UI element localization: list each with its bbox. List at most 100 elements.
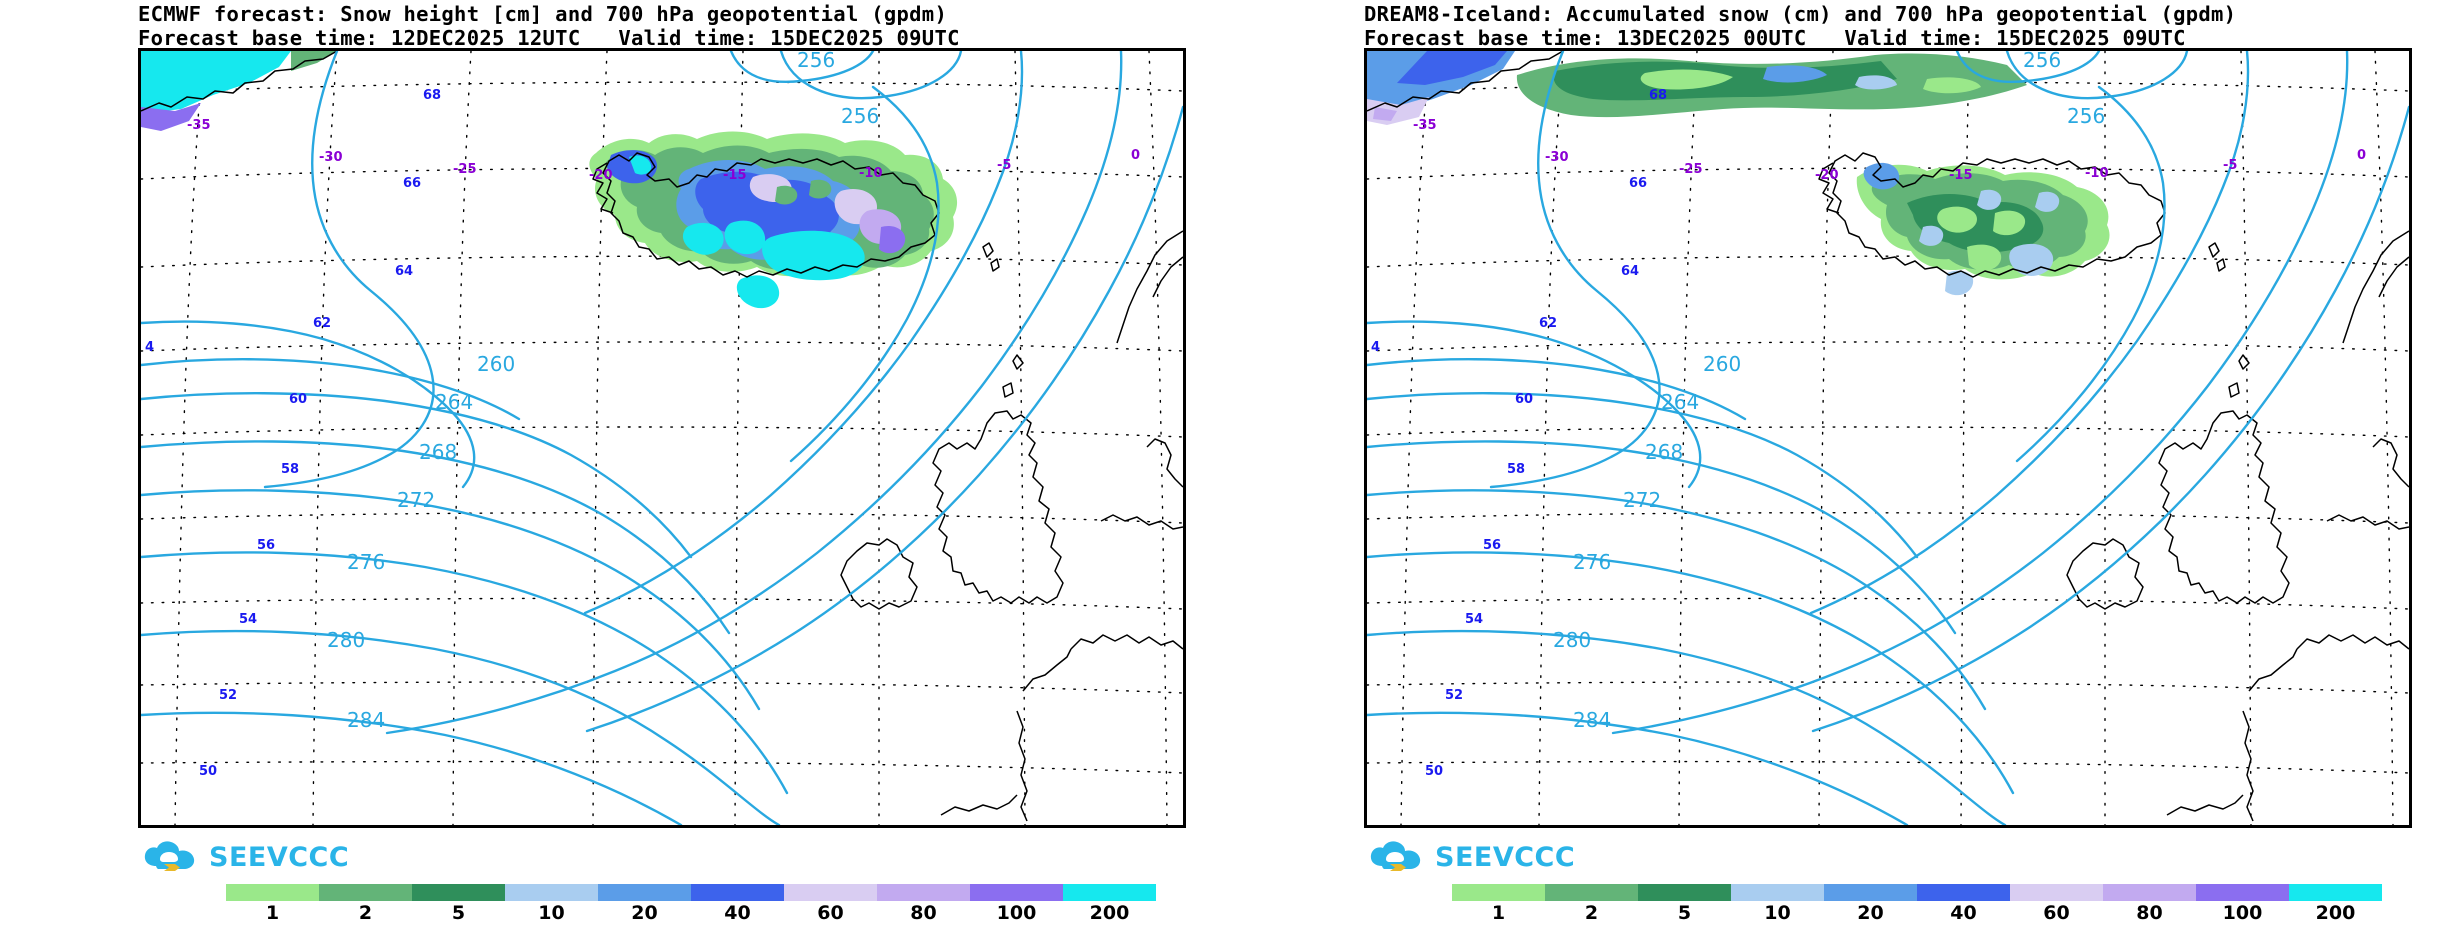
snow-shading-iceland-dream8: [1856, 162, 2110, 296]
colorbar-tick: 60: [2043, 902, 2070, 924]
lon-label-m15: -15: [723, 168, 747, 183]
colorbar-tick: 1: [265, 902, 280, 924]
lat-label-edge: 4: [1371, 340, 1380, 355]
snow-shading-greenland-dream8: [1367, 51, 2027, 125]
geo-label-256b: 256: [841, 104, 879, 128]
colorbar-tick: 5: [451, 902, 466, 924]
colorbar-swatch: [505, 884, 598, 901]
panel-ecmwf-subtitle: Forecast base time: 12DEC2025 12UTC Vali…: [138, 26, 960, 50]
colorbar-swatch: [2196, 884, 2289, 901]
colorbar-tick: 80: [2136, 902, 2163, 924]
panel-ecmwf-title: ECMWF forecast: Snow height [cm] and 700…: [138, 2, 948, 26]
colorbar-strip-right: [1452, 884, 2382, 901]
colorbar-tick: 200: [1089, 902, 1130, 924]
lon-label-m5: -5: [997, 158, 1011, 173]
lon-label-m15: -15: [1949, 168, 1973, 183]
lon-label-m25: -25: [453, 162, 477, 177]
lat-label-52: 52: [219, 688, 237, 703]
map-ecmwf-canvas: -35 -30 -25 -20 -15 -10 -5 0 5 68 66 64 …: [141, 51, 1183, 825]
panel-ecmwf: ECMWF forecast: Snow height [cm] and 700…: [138, 2, 1186, 924]
lon-label-m30: -30: [319, 150, 343, 165]
lat-label-58: 58: [281, 462, 299, 477]
seevccc-logo-text: SEEVCCC: [1435, 841, 1576, 873]
geo-label-256a: 256: [2023, 51, 2061, 72]
colorbar-swatch: [2289, 884, 2382, 901]
geo-label-280: 280: [327, 628, 365, 652]
colorbar-swatch: [1063, 884, 1156, 901]
lat-label-58: 58: [1507, 462, 1525, 477]
lat-label-66: 66: [1629, 176, 1647, 191]
colorbar-tick: 10: [538, 902, 565, 924]
geo-label-276: 276: [1573, 550, 1611, 574]
lat-label-62: 62: [313, 316, 331, 331]
colorbar-swatch: [1638, 884, 1731, 901]
snow-shading-iceland-ecmwf: [589, 131, 958, 309]
colorbar-tick: 40: [1950, 902, 1977, 924]
lat-label-68: 68: [1649, 88, 1667, 103]
map-dream8[interactable]: -35 -30 -25 -20 -15 -10 -5 0 5 68 66 64 …: [1364, 48, 2412, 828]
colorbar-tick: 2: [1584, 902, 1599, 924]
colorbar-swatch: [2103, 884, 2196, 901]
map-labels-ecmwf: -35 -30 -25 -20 -15 -10 -5 0 5 68 66 64 …: [145, 51, 1140, 779]
colorbar-swatch: [598, 884, 691, 901]
geo-label-280: 280: [1553, 628, 1591, 652]
lat-label-68: 68: [423, 88, 441, 103]
lon-label-m20: -20: [589, 168, 613, 183]
colorbar-tick: 10: [1764, 902, 1791, 924]
lat-label-56: 56: [1483, 538, 1501, 553]
colorbar-swatch: [226, 884, 319, 901]
geo-label-264: 264: [1661, 390, 1699, 414]
panel-dream8-title: DREAM8-Iceland: Accumulated snow (cm) an…: [1364, 2, 2237, 26]
lon-label-m10: -10: [2085, 166, 2109, 181]
colorbar-right: 1 2 5 10 20 40 60 80 100 200: [1452, 884, 2382, 924]
colorbar-swatch: [319, 884, 412, 901]
map-ecmwf[interactable]: -35 -30 -25 -20 -15 -10 -5 0 5 68 66 64 …: [138, 48, 1186, 828]
geo-label-256b: 256: [2067, 104, 2105, 128]
lat-label-54: 54: [1465, 612, 1483, 627]
lat-label-edge: 4: [145, 340, 154, 355]
panel-dream8-subtitle: Forecast base time: 13DEC2025 00UTC Vali…: [1364, 26, 2186, 50]
lat-label-56: 56: [257, 538, 275, 553]
seevccc-logo-left: SEEVCCC: [142, 838, 349, 876]
lon-label-m25: -25: [1679, 162, 1703, 177]
colorbar-tick: 2: [358, 902, 373, 924]
seevccc-logo-text: SEEVCCC: [209, 841, 350, 873]
colorbar-strip-left: [226, 884, 1156, 901]
colorbar-tick: 200: [2315, 902, 2356, 924]
geo-label-276: 276: [347, 550, 385, 574]
lon-label-m35: -35: [187, 118, 211, 133]
colorbar-tick: 40: [724, 902, 751, 924]
colorbar-swatch: [877, 884, 970, 901]
geo-label-272: 272: [1623, 488, 1661, 512]
colorbar-swatch: [1824, 884, 1917, 901]
lat-label-50: 50: [1425, 764, 1443, 779]
colorbar-tick: 20: [1857, 902, 1884, 924]
lat-label-52: 52: [1445, 688, 1463, 703]
coastline-dream8: [1367, 51, 2409, 822]
lon-label-0: 0: [2357, 148, 2366, 163]
colorbar-tick: 1: [1491, 902, 1506, 924]
seevccc-logo-right: SEEVCCC: [1368, 838, 1575, 876]
colorbar-swatch: [784, 884, 877, 901]
geopotential-contours-ecmwf: [141, 51, 1183, 825]
colorbar-swatch: [1917, 884, 2010, 901]
colorbar-tick: 100: [2222, 902, 2263, 924]
colorbar-swatch: [412, 884, 505, 901]
geo-label-260: 260: [1703, 352, 1741, 376]
lat-label-60: 60: [289, 392, 307, 407]
lon-label-m10: -10: [859, 166, 883, 181]
colorbar-tick: 100: [996, 902, 1037, 924]
lon-label-m5: -5: [2223, 158, 2237, 173]
panel-dream8-header: DREAM8-Iceland: Accumulated snow (cm) an…: [1364, 2, 2444, 50]
cloud-icon: [144, 841, 195, 871]
lat-label-64: 64: [395, 264, 413, 279]
colorbar-swatch: [970, 884, 1063, 901]
map-labels-dream8: -35 -30 -25 -20 -15 -10 -5 0 5 68 66 64 …: [1371, 51, 2366, 779]
geo-label-272: 272: [397, 488, 435, 512]
lon-label-m20: -20: [1815, 168, 1839, 183]
lon-label-0: 0: [1131, 148, 1140, 163]
snow-shading-greenland-ecmwf: [141, 51, 337, 131]
geopotential-contours-dream8: [1367, 51, 2409, 825]
panel-dream8: DREAM8-Iceland: Accumulated snow (cm) an…: [1226, 0, 2452, 925]
